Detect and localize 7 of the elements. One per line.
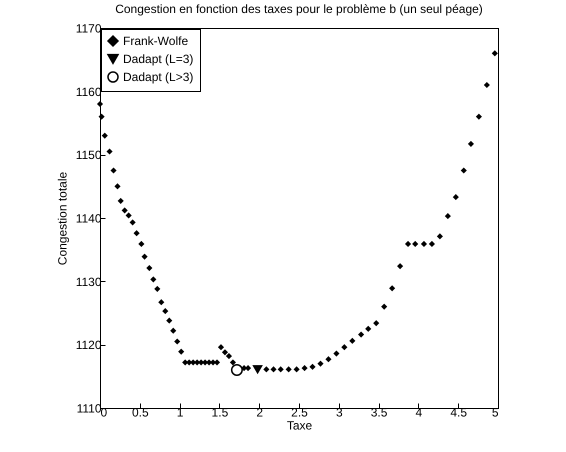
legend-label: Frank-Wolfe xyxy=(123,34,188,48)
legend-label: Dadapt (L>3) xyxy=(123,70,194,84)
legend-label: Dadapt (L=3) xyxy=(123,52,194,66)
y-axis-title: Congestion totale xyxy=(56,171,70,266)
x-axis-title: Taxe xyxy=(286,418,312,432)
chart-title: Congestion en fonction des taxes pour le problème b (un seul péage) xyxy=(115,2,483,16)
x-tick-label: 4 xyxy=(416,406,423,420)
